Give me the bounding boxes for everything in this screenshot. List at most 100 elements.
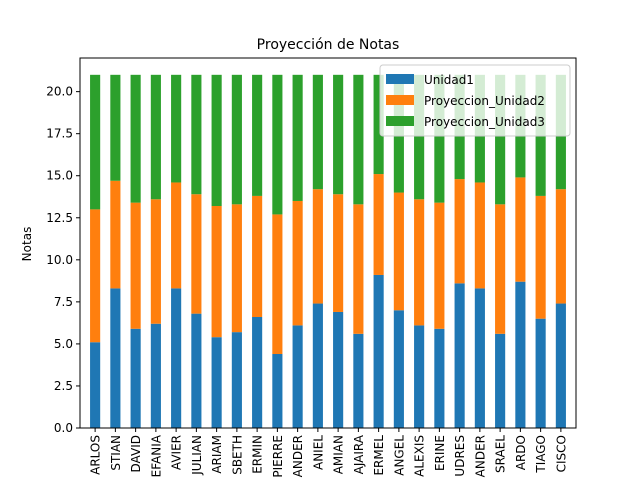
bar-proyeccion-unidad3-6 [191,74,202,195]
bar-unidad1-10 [272,354,283,428]
bar-proyeccion-unidad2-20 [474,182,485,289]
bar-unidad1-20 [474,288,485,428]
bar-proyeccion-unidad2-22 [515,177,526,282]
bar-proyeccion-unidad2-11 [292,200,303,326]
y-tick-label: 17.5 [46,127,73,141]
x-tick-label: ERMEL [372,435,386,476]
x-tick-label: STIAN [109,435,123,471]
bar-proyeccion-unidad2-1 [90,209,101,343]
x-tick-label: DAVID [129,435,143,472]
x-tick-label: ANIEL [311,435,325,470]
x-tick-label: JULIAN [190,435,204,476]
x-tick-label: AVIER [170,435,184,470]
bar-proyeccion-unidad2-9 [252,195,263,317]
bar-proyeccion-unidad2-3 [130,202,141,329]
bar-proyeccion-unidad3-10 [272,74,283,215]
bar-unidad1-6 [191,313,202,428]
x-tick-label: ANDER [291,435,305,477]
bar-unidad1-3 [130,328,141,428]
bar-proyeccion-unidad3-17 [414,74,425,200]
x-tick-label: PIERRE [271,435,285,478]
x-tick-label: ARIAM [210,435,224,474]
bar-proyeccion-unidad2-10 [272,214,283,354]
bar-proyeccion-unidad3-9 [252,74,263,196]
bar-proyeccion-unidad2-5 [171,182,182,289]
bar-proyeccion-unidad3-2 [110,74,121,181]
x-tick-label: ERMIN [251,435,265,474]
x-tick-label: UDRES [453,435,467,477]
legend: Unidad1 Proyeccion_Unidad2 Proyeccion_Unid… [379,64,571,137]
bar-proyeccion-unidad2-18 [434,202,445,329]
x-axis: ARLOS STIAN DAVID EFANIA AVIER JULIAN ARIAM SBE… [89,428,568,478]
bar-unidad1-13 [333,311,344,428]
y-tick-label: 10.0 [46,253,73,267]
bar-proyeccion-unidad2-12 [312,189,323,304]
legend-label: Proyeccion_Unidad3 [424,115,545,129]
bar-unidad1-12 [312,303,323,428]
bar-unidad1-21 [495,333,506,428]
bar-proyeccion-unidad2-4 [150,199,161,324]
bar-proyeccion-unidad3-5 [171,74,182,183]
x-tick-label: EFANIA [149,434,163,477]
x-tick-label: AMIAN [332,435,346,474]
bar-unidad1-18 [434,328,445,428]
bar-unidad1-24 [555,303,566,428]
y-tick-label: 5.0 [54,337,73,351]
bar-proyeccion-unidad2-15 [373,174,384,275]
bar-proyeccion-unidad2-16 [393,192,404,311]
legend-swatch [386,116,414,126]
bar-proyeccion-unidad2-13 [333,194,344,312]
bar-proyeccion-unidad2-2 [110,180,121,289]
legend-swatch [386,74,414,84]
y-tick-label: 15.0 [46,169,73,183]
bar-proyeccion-unidad3-18 [434,74,445,203]
bar-unidad1-5 [171,288,182,428]
y-tick-label: 2.5 [54,379,73,393]
x-tick-label: ALEXIS [413,435,427,477]
bar-unidad1-1 [90,342,101,428]
bar-proyeccion-unidad2-14 [353,204,364,334]
x-tick-label: SBETH [230,435,244,475]
bar-unidad1-11 [292,325,303,428]
bar-proyeccion-unidad3-13 [333,74,344,195]
x-tick-label: ANDER [473,435,487,477]
bar-proyeccion-unidad2-17 [414,199,425,326]
bar-unidad1-4 [150,323,161,428]
bar-proyeccion-unidad3-1 [90,74,101,210]
y-axis: 0.0 2.5 5.0 7.5 10.0 12.5 15.0 17.5 20.0 [46,85,80,435]
legend-label: Unidad1 [424,73,474,87]
legend-label: Proyeccion_Unidad2 [424,94,545,108]
bar-proyeccion-unidad3-3 [130,74,141,203]
y-tick-label: 0.0 [54,421,73,435]
bar-unidad1-7 [211,337,222,428]
bar-proyeccion-unidad2-8 [231,204,242,333]
bar-unidad1-17 [414,325,425,428]
x-tick-label: ARLOS [89,435,103,475]
plot-frame [79,57,577,429]
bar-unidad1-22 [515,281,526,428]
bar-unidad1-15 [373,274,384,428]
x-tick-label: AJAIRA [352,434,366,474]
legend-box [379,64,571,137]
x-tick-label: TIAGO [534,435,548,474]
bar-proyeccion-unidad2-21 [495,204,506,334]
bar-proyeccion-unidad2-7 [211,206,222,338]
bar-proyeccion-unidad3-4 [150,74,161,200]
x-tick-label: ANGEL [392,435,406,476]
bar-proyeccion-unidad3-8 [231,74,242,205]
bar-unidad1-8 [231,332,242,428]
y-tick-label: 12.5 [46,211,73,225]
chart-title: Proyección de Notas [257,37,400,53]
y-tick-label: 20.0 [46,85,73,99]
bar-proyeccion-unidad3-12 [312,74,323,190]
y-tick-label: 7.5 [54,295,73,309]
x-tick-label: SRAEL [494,435,508,473]
bar-unidad1-19 [454,283,465,428]
x-tick-label: ARDO [514,435,528,470]
bar-proyeccion-unidad2-6 [191,194,202,314]
bar-unidad1-14 [353,333,364,428]
bar-unidad1-2 [110,288,121,428]
bar-proyeccion-unidad3-15 [373,74,384,175]
y-axis-label: Notas [20,227,34,262]
